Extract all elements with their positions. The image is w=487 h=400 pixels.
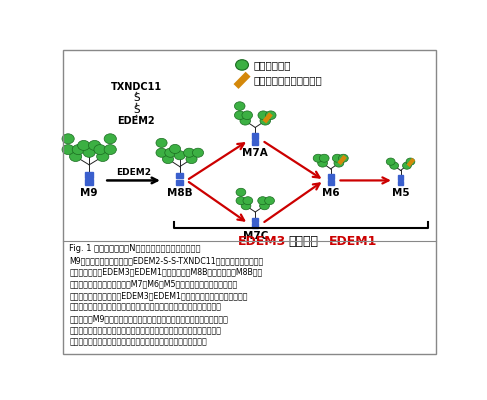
Circle shape bbox=[163, 154, 173, 164]
Text: た経路が今回わかった。EDEM3、EDEM1によって生じた多くの糖鎖が分: た経路が今回わかった。EDEM3、EDEM1によって生じた多くの糖鎖が分 bbox=[69, 291, 248, 300]
Circle shape bbox=[96, 152, 109, 162]
Bar bbox=[252, 140, 259, 145]
Text: M5: M5 bbox=[392, 188, 410, 198]
Bar bbox=[252, 134, 259, 139]
Circle shape bbox=[338, 154, 348, 162]
Text: EDEM2: EDEM2 bbox=[117, 116, 155, 126]
Circle shape bbox=[260, 116, 271, 125]
Circle shape bbox=[390, 162, 398, 169]
Circle shape bbox=[156, 148, 167, 157]
Circle shape bbox=[104, 134, 116, 144]
Circle shape bbox=[165, 148, 176, 157]
Text: 解シグナルを提示していた。本研究と過去の同研究グループの知見を合: 解シグナルを提示していた。本研究と過去の同研究グループの知見を合 bbox=[69, 303, 221, 312]
Circle shape bbox=[334, 159, 344, 167]
Text: もしくは: もしくは bbox=[289, 235, 319, 248]
Circle shape bbox=[265, 111, 276, 120]
Text: M8B: M8B bbox=[167, 188, 192, 198]
Circle shape bbox=[406, 158, 415, 165]
Text: がどのように分解へと導かれるかについて大きく理解が進んだ。: がどのように分解へと導かれるかについて大きく理解が進んだ。 bbox=[69, 338, 207, 347]
Text: M6: M6 bbox=[322, 188, 339, 198]
Circle shape bbox=[386, 158, 395, 165]
Bar bbox=[398, 176, 403, 180]
Circle shape bbox=[156, 138, 167, 148]
Circle shape bbox=[260, 202, 269, 210]
Text: M7A: M7A bbox=[243, 148, 268, 158]
Circle shape bbox=[186, 154, 197, 164]
Circle shape bbox=[313, 154, 323, 162]
Circle shape bbox=[174, 151, 186, 160]
Circle shape bbox=[318, 159, 327, 167]
Circle shape bbox=[236, 188, 246, 196]
Circle shape bbox=[169, 144, 181, 154]
Text: タンパク質と反応させると、M7、M6、M5型糖鎖が出現した。赤で示し: タンパク質と反応させると、M7、M6、M5型糖鎖が出現した。赤で示し bbox=[69, 279, 238, 288]
Text: ：マンノース: ：マンノース bbox=[253, 60, 291, 70]
Text: TXNDC11: TXNDC11 bbox=[111, 82, 162, 92]
Circle shape bbox=[258, 197, 267, 205]
Circle shape bbox=[83, 147, 95, 157]
Text: のマンノース切除の流れを理解することができ、構造異常糖タンパク質: のマンノース切除の流れを理解することができ、構造異常糖タンパク質 bbox=[69, 326, 221, 335]
Bar bbox=[328, 180, 334, 185]
Text: M9からのマンノース切除はEDEM2-S-S-TXNDC11が行うことは以前、示: M9からのマンノース切除はEDEM2-S-S-TXNDC11が行うことは以前、示 bbox=[69, 256, 263, 265]
Bar bbox=[252, 218, 258, 222]
Circle shape bbox=[62, 134, 74, 144]
Text: Fig. 1 小胞体におけるN型糖鎖のマンノース切除経路: Fig. 1 小胞体におけるN型糖鎖のマンノース切除経路 bbox=[69, 244, 201, 252]
Text: S: S bbox=[133, 105, 140, 115]
Bar bbox=[398, 181, 403, 185]
Circle shape bbox=[403, 162, 412, 169]
Circle shape bbox=[242, 111, 253, 120]
Bar bbox=[252, 223, 258, 228]
Circle shape bbox=[70, 152, 82, 162]
Text: EDEM1: EDEM1 bbox=[329, 235, 377, 248]
Circle shape bbox=[240, 116, 250, 125]
Circle shape bbox=[94, 144, 106, 154]
Circle shape bbox=[184, 148, 195, 157]
Circle shape bbox=[236, 197, 246, 205]
Circle shape bbox=[332, 154, 342, 162]
Circle shape bbox=[72, 144, 84, 154]
Circle shape bbox=[234, 111, 245, 120]
Circle shape bbox=[62, 144, 74, 154]
Text: していた。今回EDEM3、EDEM1を精製して、M8B型遊離糖鎖やM8B型糖: していた。今回EDEM3、EDEM1を精製して、M8B型遊離糖鎖やM8B型糖 bbox=[69, 268, 262, 277]
Circle shape bbox=[77, 140, 90, 150]
Text: S: S bbox=[133, 93, 140, 103]
Text: EDEM2: EDEM2 bbox=[116, 168, 151, 177]
Circle shape bbox=[243, 197, 253, 205]
Circle shape bbox=[89, 140, 101, 150]
Text: わせると、M9型糖鎖から分解シグナルを露出した糖鎖へ変換される一連: わせると、M9型糖鎖から分解シグナルを露出した糖鎖へ変換される一連 bbox=[69, 314, 228, 324]
Circle shape bbox=[236, 60, 248, 70]
Bar bbox=[85, 172, 93, 178]
Circle shape bbox=[241, 202, 251, 210]
Bar bbox=[176, 173, 183, 178]
Circle shape bbox=[192, 148, 204, 157]
Text: M9: M9 bbox=[80, 188, 98, 198]
Circle shape bbox=[104, 144, 116, 154]
Bar bbox=[328, 174, 334, 179]
Circle shape bbox=[319, 154, 329, 162]
Circle shape bbox=[264, 197, 275, 205]
Bar bbox=[85, 179, 93, 185]
Text: EDEM3: EDEM3 bbox=[238, 235, 286, 248]
Circle shape bbox=[258, 111, 268, 120]
Circle shape bbox=[234, 102, 245, 110]
Bar bbox=[176, 180, 183, 185]
Text: ：分解シグナル露出部位: ：分解シグナル露出部位 bbox=[253, 75, 322, 85]
Text: M7C: M7C bbox=[243, 231, 268, 241]
